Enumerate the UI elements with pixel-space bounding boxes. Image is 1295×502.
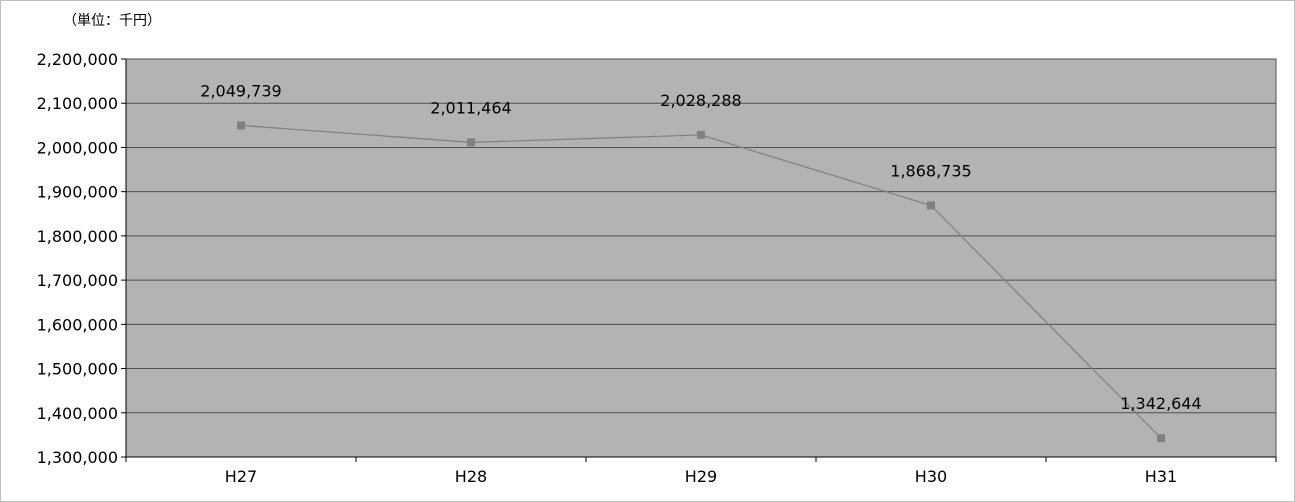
- unit-note: （単位：千円）: [63, 13, 161, 29]
- y-tick-label: 2,200,000: [37, 50, 118, 69]
- y-tick-label: 2,100,000: [37, 94, 118, 113]
- data-point-marker: [467, 138, 475, 147]
- data-label: 2,028,288: [660, 91, 741, 110]
- data-point-marker: [697, 130, 705, 139]
- y-tick-label: 1,500,000: [37, 360, 118, 379]
- x-tick-label: H30: [915, 467, 947, 486]
- series: [237, 121, 1165, 443]
- x-tick-label: H27: [225, 467, 257, 486]
- data-point-marker: [237, 121, 245, 130]
- data-point-marker: [1157, 434, 1165, 443]
- axes: 1,300,000 1,400,000 1,500,000 1,600,000 1,70…: [37, 50, 1277, 486]
- y-tick-label: 1,400,000: [37, 404, 118, 423]
- y-tick-label: 1,300,000: [37, 448, 118, 467]
- y-tick-label: 1,800,000: [37, 227, 118, 246]
- y-tick-label: 1,900,000: [37, 183, 118, 202]
- plot-area: [125, 58, 1277, 458]
- y-tick-label: 1,700,000: [37, 271, 118, 290]
- y-tick-label: 2,000,000: [37, 138, 118, 157]
- data-point-marker: [927, 201, 935, 210]
- x-tick-label: H28: [455, 467, 487, 486]
- data-label: 1,868,735: [890, 161, 971, 180]
- data-label: 1,342,644: [1120, 394, 1201, 413]
- data-label: 2,011,464: [430, 98, 511, 117]
- x-tick-label: H31: [1145, 467, 1177, 486]
- y-tick-label: 1,600,000: [37, 315, 118, 334]
- x-tick-label: H29: [685, 467, 717, 486]
- data-labels: 2,049,739 2,011,464 2,028,288 1,868,735 1,34…: [200, 81, 1201, 413]
- data-label: 2,049,739: [200, 81, 281, 100]
- gridlines: [126, 58, 1276, 458]
